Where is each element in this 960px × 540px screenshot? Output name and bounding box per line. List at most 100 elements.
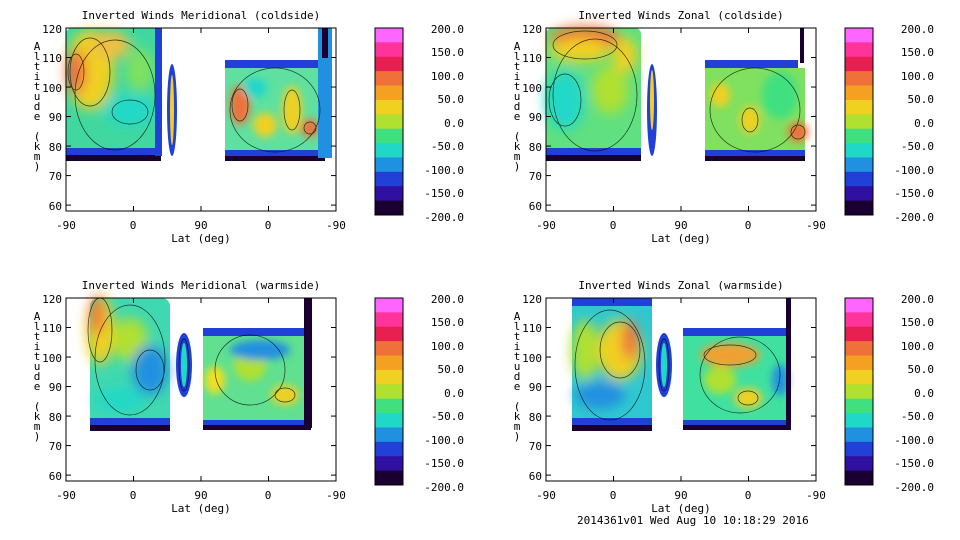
y-tick-label: 80: [529, 411, 542, 424]
colorbar-tick-label: 0.0: [444, 387, 464, 400]
colorbar-swatch: [375, 456, 403, 472]
colorbar-tick-label: -150.0: [424, 187, 464, 200]
colorbar-swatch: [375, 28, 403, 43]
x-tick-label: -90: [326, 489, 346, 502]
colorbar-tick-label: 50.0: [908, 363, 935, 376]
y-tick-label: 60: [49, 470, 62, 483]
colorbar-tick-label: -100.0: [894, 434, 934, 447]
colorbar-tick-label: -200.0: [894, 481, 934, 494]
colorbar: 200.0 150.0 100.0 50.0 0.0 -50.0 -100.0 …: [374, 293, 464, 494]
y-tick-label: 70: [49, 170, 62, 183]
colorbar-tick-label: -150.0: [424, 457, 464, 470]
colorbar-swatch: [845, 355, 873, 371]
colorbar-swatch: [375, 427, 403, 443]
colorbar-tick-label: -100.0: [894, 164, 934, 177]
x-tick-label: -90: [56, 489, 76, 502]
y-tick-label: 80: [49, 141, 62, 154]
colorbar-swatch: [845, 71, 873, 87]
x-tick-label: -90: [326, 219, 346, 232]
x-tick-label: 0: [610, 219, 617, 232]
colorbar-tick-label: -50.0: [431, 140, 464, 153]
colorbar-swatch: [375, 42, 403, 58]
colorbar-tick-label: 150.0: [431, 46, 464, 59]
colorbar-tick-label: -50.0: [431, 410, 464, 423]
colorbar-tick-label: -200.0: [424, 481, 464, 494]
x-ticks: -90 0 90 0 -90: [56, 219, 346, 232]
x-ticks: -90 0 90 0 -90: [536, 489, 826, 502]
x-axis-label: Lat (deg): [171, 502, 231, 515]
colorbar-swatch: [375, 143, 403, 158]
x-tick-label: 0: [745, 489, 752, 502]
y-tick-label: 90: [49, 381, 62, 394]
colorbar-swatch: [845, 326, 873, 342]
y-tick-label: 60: [529, 200, 542, 213]
colorbar-swatch: [845, 143, 873, 158]
colorbar-swatch: [845, 85, 873, 101]
colorbar-swatch: [845, 441, 873, 457]
panel-title: Inverted Winds Meridional (warmside): [82, 279, 320, 292]
colorbar-swatch: [375, 413, 403, 428]
colorbar-tick-label: 150.0: [901, 316, 934, 329]
contour-field: [86, 295, 312, 431]
x-ticks: -90 0 90 0 -90: [536, 219, 826, 232]
x-axis-label: Lat (deg): [171, 232, 231, 245]
x-tick-label: -90: [806, 489, 826, 502]
y-tick-label: 60: [49, 200, 62, 213]
colorbar-tick-label: 100.0: [901, 70, 934, 83]
x-tick-label: 90: [194, 219, 207, 232]
colorbar-tick-label: 50.0: [908, 93, 935, 106]
contour-field: [545, 26, 812, 161]
y-tick-label: 110: [42, 322, 62, 335]
colorbar-swatch: [845, 341, 873, 357]
colorbar-tick-label: -50.0: [901, 140, 934, 153]
colorbar-tick-label: 50.0: [438, 93, 465, 106]
colorbar-swatch: [845, 312, 873, 328]
colorbar-swatch: [845, 99, 873, 115]
y-tick-label: 100: [522, 352, 542, 365]
colorbar: 200.0 150.0 100.0 50.0 0.0 -50.0 -100.0 …: [844, 293, 935, 494]
colorbar-swatch: [845, 369, 873, 385]
contour-field: [571, 298, 791, 431]
y-tick-label: 120: [522, 23, 542, 36]
colorbar-swatch: [375, 85, 403, 101]
contour-field: [66, 28, 332, 161]
colorbar-swatch: [375, 441, 403, 457]
x-tick-label: 0: [745, 219, 752, 232]
colorbar-swatch: [375, 384, 403, 400]
colorbar-tick-label: 100.0: [431, 340, 464, 353]
colorbar-swatch: [375, 341, 403, 357]
colorbar-swatch: [375, 369, 403, 385]
colorbar-tick-label: -150.0: [894, 187, 934, 200]
colorbar-swatch: [375, 326, 403, 342]
y-ticks: 120 110 100 90 80 70 60: [42, 293, 62, 483]
y-tick-label: 90: [529, 111, 542, 124]
colorbar-tick-label: 200.0: [431, 293, 464, 306]
y-tick-label: 110: [42, 52, 62, 65]
colorbar-swatch: [375, 99, 403, 115]
y-ticks: 120 110 100 90 80 70 60: [42, 23, 62, 213]
colorbar-swatch: [845, 413, 873, 428]
colorbar-swatch: [375, 56, 403, 72]
panel-title: Inverted Winds Zonal (warmside): [578, 279, 783, 292]
colorbar-tick-label: 150.0: [431, 316, 464, 329]
y-tick-label: 70: [49, 440, 62, 453]
colorbar-tick-label: 200.0: [901, 23, 934, 36]
colorbar-swatch: [845, 56, 873, 72]
y-ticks: 120 110 100 90 80 70 60: [522, 23, 542, 213]
x-tick-label: 0: [130, 219, 137, 232]
colorbar-tick-label: 100.0: [901, 340, 934, 353]
colorbar-swatch: [375, 128, 403, 144]
x-tick-label: -90: [536, 219, 556, 232]
colorbar-tick-label: 0.0: [914, 117, 934, 130]
colorbar-tick-label: -200.0: [894, 211, 934, 224]
colorbar-tick-label: -100.0: [424, 164, 464, 177]
y-tick-label: 80: [529, 141, 542, 154]
colorbar-swatch: [845, 128, 873, 144]
colorbar-swatch: [845, 186, 873, 202]
x-tick-label: -90: [806, 219, 826, 232]
colorbar-swatch: [845, 398, 873, 414]
